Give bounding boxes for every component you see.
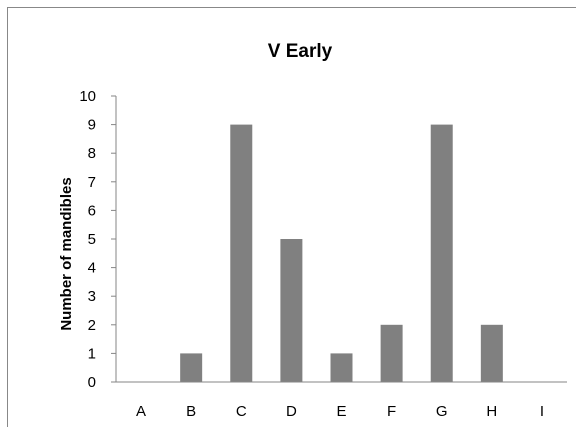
bar-c [230,124,253,382]
y-tick-labels: 0 1 2 3 4 5 6 7 8 9 10 [79,88,116,391]
bar-d [280,239,303,382]
y-axis-label: Number of mandibles [58,177,75,330]
x-tick-label: A [136,403,146,420]
y-tick-label: 4 [88,260,96,277]
y-tick-label: 0 [88,374,96,391]
x-tick-labels: A B C D E F G H I [136,403,544,420]
x-tick-label: H [486,403,497,420]
y-tick-label: 8 [88,145,96,162]
chart-title: V Early [268,41,333,62]
bar-g [430,124,453,382]
x-tick-label: F [387,403,396,420]
y-tick-label: 1 [88,345,96,362]
y-tick-label: 5 [88,231,96,248]
x-tick-label: E [336,403,346,420]
y-tick-label: 3 [88,288,96,305]
y-tick-label: 9 [88,117,96,134]
y-tick-label: 10 [79,88,96,105]
x-tick-label: C [236,403,247,420]
x-tick-label: D [286,403,297,420]
x-tick-label: I [540,403,544,420]
y-tick-label: 6 [88,202,96,219]
y-tick-label: 2 [88,317,96,334]
bar-e [330,353,353,382]
bar-h [480,324,503,382]
x-tick-label: G [436,403,448,420]
bar-f [380,324,403,382]
bars-group [180,124,503,382]
x-tick-label: B [186,403,196,420]
y-tick-label: 7 [88,174,96,191]
bar-b [180,353,203,382]
